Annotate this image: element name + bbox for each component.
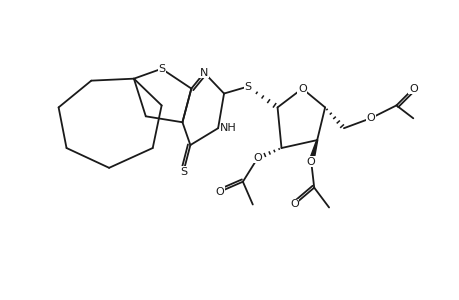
Text: O: O	[297, 84, 306, 94]
Text: O: O	[408, 84, 417, 94]
Text: S: S	[179, 167, 187, 177]
Text: O: O	[289, 200, 298, 209]
Text: S: S	[244, 82, 251, 92]
Text: O: O	[253, 153, 262, 163]
Text: NH: NH	[219, 123, 236, 133]
Text: S: S	[158, 64, 165, 74]
Text: N: N	[200, 68, 208, 78]
Polygon shape	[308, 140, 317, 163]
Text: O: O	[306, 157, 315, 167]
Text: O: O	[215, 187, 224, 196]
Text: O: O	[365, 113, 374, 123]
